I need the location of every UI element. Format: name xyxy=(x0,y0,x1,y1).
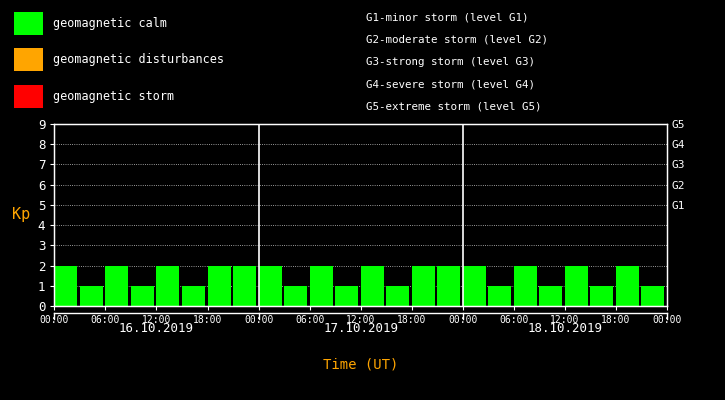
Bar xyxy=(233,266,256,306)
Text: geomagnetic calm: geomagnetic calm xyxy=(53,17,167,30)
Bar xyxy=(590,286,613,306)
Bar xyxy=(360,266,384,306)
Bar xyxy=(335,286,358,306)
Text: G1-minor storm (level G1): G1-minor storm (level G1) xyxy=(366,13,529,23)
Text: geomagnetic disturbances: geomagnetic disturbances xyxy=(53,53,224,66)
Bar xyxy=(539,286,563,306)
Bar xyxy=(80,286,103,306)
Bar xyxy=(259,266,281,306)
Text: 17.10.2019: 17.10.2019 xyxy=(323,322,398,336)
Bar xyxy=(182,286,205,306)
Bar xyxy=(386,286,409,306)
Bar xyxy=(14,12,43,35)
Bar xyxy=(437,266,460,306)
Bar xyxy=(565,266,588,306)
Bar xyxy=(105,266,128,306)
Bar xyxy=(157,266,180,306)
Bar xyxy=(616,266,639,306)
Bar xyxy=(14,85,43,108)
Text: G2-moderate storm (level G2): G2-moderate storm (level G2) xyxy=(366,35,548,45)
Text: geomagnetic storm: geomagnetic storm xyxy=(53,90,175,103)
Bar xyxy=(310,266,333,306)
Text: Kp: Kp xyxy=(12,208,30,222)
Text: 16.10.2019: 16.10.2019 xyxy=(119,322,194,336)
Bar xyxy=(514,266,536,306)
Bar xyxy=(54,266,78,306)
Bar xyxy=(207,266,231,306)
Bar xyxy=(642,286,664,306)
Text: Time (UT): Time (UT) xyxy=(323,357,398,371)
Bar xyxy=(463,266,486,306)
Bar xyxy=(284,286,307,306)
Text: G4-severe storm (level G4): G4-severe storm (level G4) xyxy=(366,79,535,89)
Bar xyxy=(489,286,511,306)
Text: G5-extreme storm (level G5): G5-extreme storm (level G5) xyxy=(366,102,542,112)
Text: G3-strong storm (level G3): G3-strong storm (level G3) xyxy=(366,57,535,67)
Text: 18.10.2019: 18.10.2019 xyxy=(527,322,602,336)
Bar xyxy=(14,48,43,71)
Bar xyxy=(131,286,154,306)
Bar xyxy=(412,266,435,306)
